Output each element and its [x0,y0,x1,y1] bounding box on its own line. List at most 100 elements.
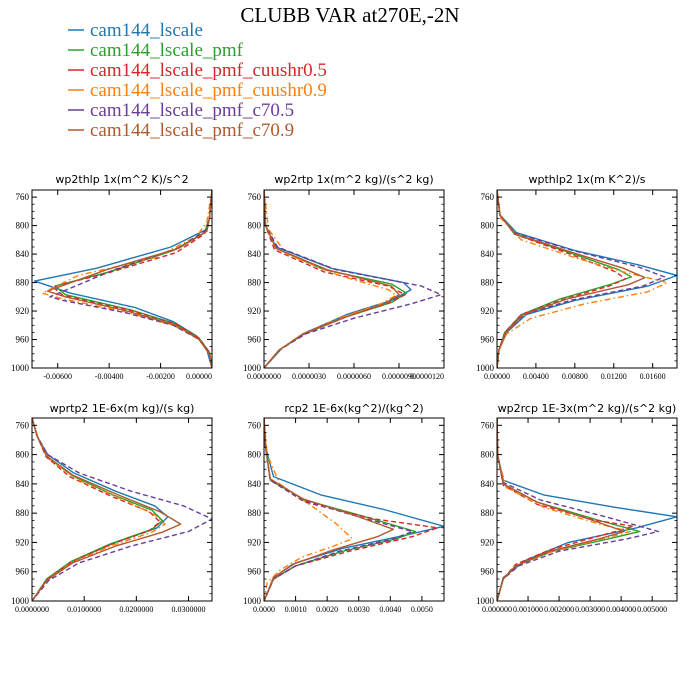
x-tick-label: 0.003000 [575,605,605,614]
y-tick-label: 880 [248,278,262,288]
y-tick-label: 760 [248,192,262,202]
series-line [51,190,212,368]
legend-label: cam144_lscale_pmf_c70.9 [90,120,294,141]
y-tick-label: 840 [16,249,30,259]
y-tick-label: 840 [248,249,262,259]
y-tick-label: 840 [481,249,495,259]
x-tick-label: -0.00400 [95,372,124,381]
series-line [497,418,641,601]
y-tick-label: 840 [248,479,262,489]
series-line [497,190,646,368]
series-line [497,418,660,601]
x-tick-label: 0.00000 [186,372,212,381]
legend-label: cam144_lscale_pmf_c70.5 [90,100,294,121]
x-tick-label: 0.0200000 [119,605,153,614]
series-line [41,190,212,368]
x-tick-label: 0.01200 [601,372,627,381]
y-tick-label: 800 [16,221,30,231]
y-tick-label: 760 [248,420,262,430]
series-line [32,418,182,601]
series-line [264,418,395,601]
plot-frame [31,417,213,602]
series-line [264,190,400,368]
series-line [264,190,442,368]
plot-frame [496,189,678,369]
y-tick-label: 960 [481,567,495,577]
series-line [32,418,212,601]
y-tick-label: 880 [481,278,495,288]
series-line [497,418,635,601]
plot-frame [496,417,678,602]
series-line [497,418,677,601]
series-line [264,418,417,601]
chart-panel: wp2rcp 1E-3x(m^2 kg)/(s^2 kg)760 800 840 88… [476,402,678,614]
y-tick-label: 920 [16,537,30,547]
series-line [497,190,632,368]
y-tick-label: 960 [16,567,30,577]
series-line [32,418,161,601]
x-tick-label: 0.001000 [513,605,543,614]
x-tick-label: 0.0000 [253,605,275,614]
chart-panels: wp2thlp 1x(m^2 K)/s^2 760 800 840 880 920 960 1… [11,173,678,614]
x-tick-label: 0.0050 [411,605,433,614]
panel-title: wpthlp2 1x(m K^2)/s [529,173,646,186]
plot-frame [31,189,213,369]
x-tick-label: 0.00000 [484,372,510,381]
x-tick-label: 0.0010 [285,605,307,614]
chart-panel: rcp2 1E-6x(kg^2)/(kg^2) 760 800 840 880 920 96… [243,402,445,614]
y-tick-label: 760 [481,192,495,202]
legend-label: cam144_lscale_pmf_cuushr0.5 [90,60,327,81]
x-tick-label: 0.002000 [544,605,574,614]
panel-title: wp2rtp 1x(m^2 kg)/(s^2 kg) [274,173,433,186]
x-tick-label: 0.000000 [482,605,512,614]
x-tick-label: 0.00800 [562,372,588,381]
x-tick-label: 0.0300000 [172,605,206,614]
y-tick-label: 1000 [11,363,30,373]
chart-panel: wprtp2 1E-6x(m kg)/(s kg) 760 800 840 880 920… [11,402,213,614]
y-tick-label: 880 [16,508,30,518]
series-line [49,190,212,368]
x-tick-label: 0.005000 [637,605,667,614]
y-tick-label: 960 [248,335,262,345]
y-tick-label: 800 [248,221,262,231]
x-tick-label: 0.0000000 [247,372,281,381]
x-tick-label: 0.01600 [640,372,666,381]
series-line [264,418,444,601]
series-line [32,418,169,601]
chart-panel: wpthlp2 1x(m K^2)/s 760 800 840 880 920 960 100… [476,173,678,381]
y-tick-label: 920 [16,306,30,316]
series-line [33,190,212,368]
panel-title: wp2rcp 1E-3x(m^2 kg)/(s^2 kg) [498,402,677,415]
y-tick-label: 880 [481,508,495,518]
y-tick-label: 800 [481,450,495,460]
y-tick-label: 840 [481,479,495,489]
series-line [46,190,212,368]
y-tick-label: 920 [248,537,262,547]
x-tick-label: 0.0020 [316,605,338,614]
series-line [497,190,668,368]
x-tick-label: 0.0000090 [382,372,416,381]
y-tick-label: 960 [16,335,30,345]
y-tick-label: 1000 [243,596,262,606]
y-tick-label: 800 [16,450,30,460]
series-line [497,190,666,368]
legend-label: cam144_lscale [90,20,203,41]
series-line [264,190,406,368]
y-tick-label: 800 [248,450,262,460]
x-tick-label: 0.0040 [379,605,401,614]
y-tick-label: 800 [481,221,495,231]
series-line [54,190,212,368]
x-tick-label: 0.0030 [348,605,370,614]
legend-label: cam144_lscale_pmf_cuushr0.9 [90,80,327,101]
y-tick-label: 1000 [243,363,262,373]
x-tick-label: 0.0100000 [67,605,101,614]
panel-title: rcp2 1E-6x(kg^2)/(kg^2) [284,402,423,415]
x-tick-label: 0.0000030 [292,372,326,381]
panel-title: wp2thlp 1x(m^2 K)/s^2 [55,173,188,186]
x-tick-label: -0.00200 [146,372,175,381]
x-tick-label: -0.00600 [43,372,72,381]
y-tick-label: 1000 [11,596,30,606]
legend: cam144_lscalecam144_lscale_pmfcam144_lsc… [68,20,327,141]
y-tick-label: 960 [481,335,495,345]
